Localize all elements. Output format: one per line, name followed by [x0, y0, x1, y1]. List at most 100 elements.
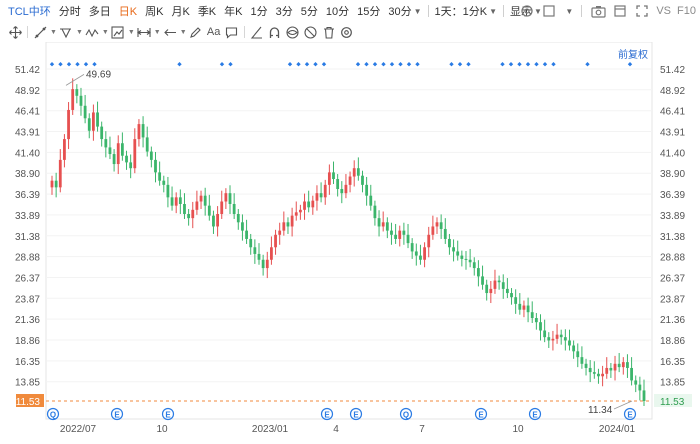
event-marker-letter: E [353, 411, 359, 420]
chevron-down-icon: ▼ [534, 6, 542, 16]
y-tick-label-right: 38.90 [660, 169, 685, 180]
candle-body [220, 201, 224, 214]
event-marker-letter: Q [50, 411, 56, 420]
candle-body [414, 251, 418, 256]
chevron-down-icon[interactable]: ▼ [127, 28, 135, 36]
candle-body [245, 230, 248, 239]
stock-name[interactable]: TCL中环 [8, 6, 51, 18]
candle-body [120, 143, 124, 156]
candle-body [514, 297, 518, 304]
adjust-price-button[interactable]: 前复权 [618, 50, 648, 61]
event-marker-circle [349, 407, 363, 421]
y-tick-label-left: 18.86 [15, 336, 40, 347]
candle-body [584, 363, 588, 368]
period-tab-quarterly-k[interactable]: 季K [197, 6, 217, 18]
candle-body [626, 362, 629, 368]
chevron-down-icon[interactable]: ▼ [565, 6, 574, 16]
channel-icon[interactable] [57, 22, 75, 42]
move-icon[interactable] [6, 22, 24, 42]
candle-body [394, 234, 398, 239]
event-dot-marker [449, 62, 454, 67]
arrow-select-icon[interactable] [161, 22, 179, 42]
chevron-down-icon[interactable]: ▼ [50, 28, 57, 36]
period-tab-30min[interactable]: 30分 ▼ [384, 0, 425, 22]
chevron-down-icon[interactable]: ▼ [179, 28, 187, 36]
y-tick-label-right: 31.38 [660, 232, 685, 243]
period-tab-5min[interactable]: 5分 [300, 6, 318, 18]
candle-body [137, 124, 141, 140]
angle-icon[interactable] [248, 22, 266, 42]
y-tick-label-left: 36.39 [15, 190, 40, 201]
period-tab-yearly-k[interactable]: 年K [224, 6, 243, 18]
y-tick-label-left: 13.85 [15, 378, 40, 389]
period-tab-15min[interactable]: 15分 [357, 6, 381, 18]
event-dot-marker [92, 62, 97, 67]
camera-icon[interactable] [590, 3, 606, 19]
multi-period-select[interactable]: 1天：1分K ▼ [431, 0, 502, 22]
x-tick-label: 2023/01 [252, 424, 289, 435]
period-tab-daily-k[interactable]: 日K [118, 6, 138, 18]
hide-icon[interactable] [302, 22, 320, 42]
comment-icon[interactable] [223, 22, 241, 42]
eye-icon[interactable] [284, 22, 302, 42]
range-icon[interactable] [135, 22, 153, 42]
period-tab-multiday[interactable]: 多日 [88, 6, 111, 18]
candle-body [71, 89, 75, 110]
event-dot-marker [551, 62, 556, 67]
chevron-down-icon[interactable]: ▼ [153, 28, 161, 36]
y-tick-label-right: 28.88 [660, 253, 685, 264]
f10-button[interactable]: F10 [677, 5, 696, 17]
y-tick-label-right: 13.85 [660, 378, 685, 389]
candle-body [298, 209, 302, 213]
y-tick-label-right: 18.86 [660, 336, 685, 347]
x-tick-label: 7 [419, 424, 425, 435]
period-tab-1min[interactable]: 1分 [250, 6, 268, 18]
text-tool[interactable]: Aa [206, 26, 221, 38]
pen-icon[interactable] [187, 22, 205, 42]
candle-body [572, 345, 576, 352]
line-icon[interactable] [31, 22, 49, 42]
magnet-icon[interactable] [266, 22, 284, 42]
event-dot-marker [355, 62, 361, 67]
fullscreen-icon[interactable] [634, 3, 650, 19]
candle-body [79, 95, 83, 106]
candle-body [327, 172, 331, 185]
candle-body [91, 112, 95, 131]
window-icon[interactable] [612, 3, 628, 19]
candle-body [580, 357, 584, 364]
period-tab-3min[interactable]: 3分 [275, 6, 293, 18]
candle-body [435, 222, 439, 227]
vs-button[interactable]: VS [656, 5, 672, 17]
period-tab-fenshi[interactable]: 分时 [58, 6, 81, 18]
wave-icon[interactable] [83, 22, 101, 42]
multi-period-label: 1天：1分K [434, 6, 488, 18]
gear-icon[interactable] [519, 3, 535, 19]
event-dot-marker [525, 62, 531, 67]
candle-body [203, 195, 207, 206]
kline-chart-svg[interactable]: 51.42 51.42 48.92 48.92 46.41 46.41 43.91 43.91… [0, 41, 700, 439]
event-dot-marker [83, 62, 89, 67]
layout-square-icon[interactable] [541, 3, 557, 19]
event-marker-letter: E [165, 411, 171, 420]
period-toolbar: TCL中环 分时 多日 日K 周K 月K 季K 年K 1分 3分 5分 10分 … [0, 0, 700, 22]
y-tick-label-left: 11.53 [16, 397, 41, 408]
period-tab-10min[interactable]: 10分 [325, 6, 350, 18]
candle-body [133, 139, 137, 169]
divider [243, 26, 245, 38]
measure-icon[interactable] [109, 22, 127, 42]
chevron-down-icon[interactable]: ▼ [75, 28, 83, 36]
trash-icon[interactable] [320, 22, 338, 42]
period-tab-weekly-k[interactable]: 周K [145, 6, 164, 18]
settings-icon[interactable] [338, 22, 356, 42]
candle-body [592, 372, 596, 374]
candle-body [286, 222, 290, 227]
chevron-down-icon[interactable]: ▼ [101, 28, 109, 36]
period-tab-monthly-k[interactable]: 月K [171, 6, 190, 18]
candle-body [282, 222, 286, 231]
candle-body [543, 330, 547, 338]
candle-body [510, 293, 513, 298]
y-tick-label-left: 21.36 [15, 315, 40, 326]
y-tick-label-left: 23.87 [15, 294, 40, 305]
kline-chart[interactable]: 51.42 51.42 48.92 48.92 46.41 46.41 43.91 43.91… [0, 41, 700, 439]
y-tick-label-right: 48.92 [660, 86, 685, 97]
